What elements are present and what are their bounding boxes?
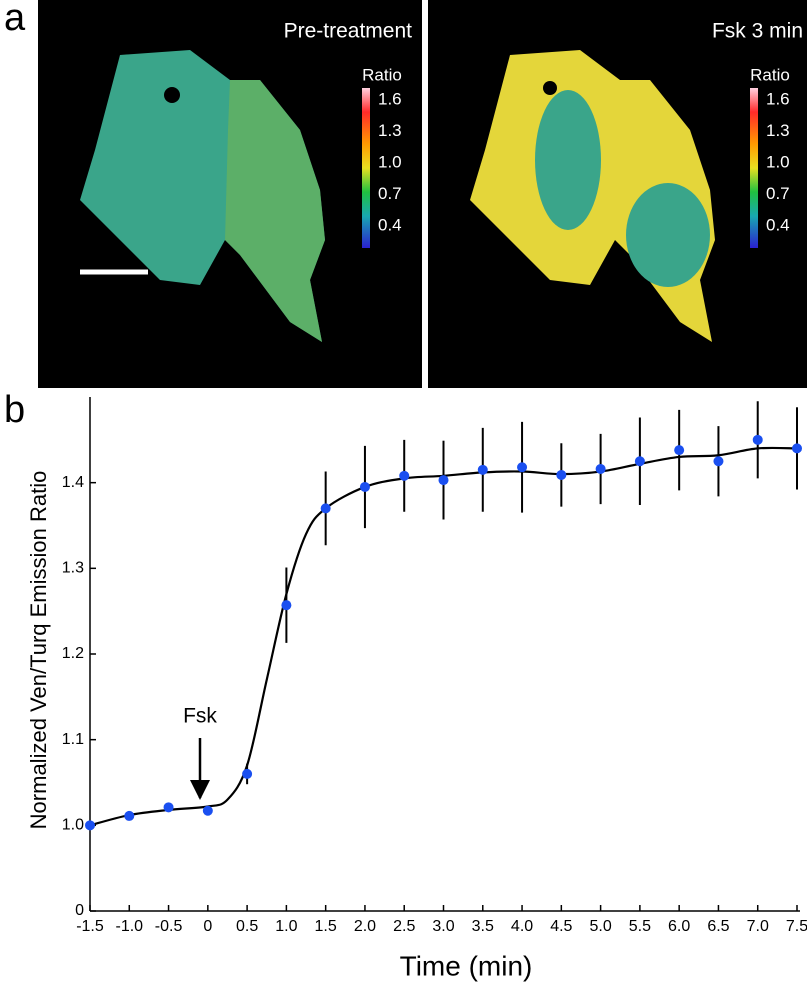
data-point	[163, 802, 174, 813]
data-point	[85, 820, 95, 831]
colorbar-tick-label: 0.4	[766, 215, 790, 234]
cell-hole	[164, 87, 180, 103]
nucleus	[535, 90, 601, 230]
x-tick-label: -1.5	[76, 918, 104, 935]
colorbar	[362, 88, 370, 248]
x-axis-title: Time (min)	[400, 950, 533, 981]
panel-label: b	[4, 389, 25, 431]
colorbar-tick-label: 0.7	[766, 184, 790, 203]
colorbar-title: Ratio	[362, 65, 402, 84]
cell	[225, 80, 325, 342]
data-point	[517, 462, 528, 473]
data-point	[674, 445, 685, 456]
y-tick-label: 1.4	[62, 474, 84, 491]
x-tick-label: 1.0	[275, 918, 297, 935]
data-point	[477, 464, 488, 475]
x-tick-label: 5.5	[629, 918, 651, 935]
data-point	[124, 810, 135, 821]
x-tick-label: 4.0	[511, 918, 533, 935]
x-tick-label: -0.5	[155, 918, 183, 935]
colorbar-title: Ratio	[750, 65, 790, 84]
x-tick-label: 4.5	[550, 918, 572, 935]
y-tick-label: 0	[75, 902, 84, 919]
annotation-arrowhead	[190, 780, 210, 800]
panel-title: Fsk 3 min	[712, 20, 803, 43]
data-point	[556, 469, 567, 480]
x-tick-label: 7.5	[786, 918, 807, 935]
x-tick-label: 2.5	[393, 918, 415, 935]
data-point	[399, 470, 410, 481]
data-point	[634, 456, 645, 467]
x-tick-label: -1.0	[115, 918, 143, 935]
data-point	[320, 503, 331, 514]
y-axis-title: Normalized Ven/Turq Emission Ratio	[26, 471, 51, 830]
data-point	[202, 805, 213, 816]
data-point	[438, 475, 449, 486]
panel-title: Pre-treatment	[284, 20, 413, 43]
x-tick-label: 2.0	[354, 918, 376, 935]
y-tick-label: 1.0	[62, 817, 84, 834]
y-tick-label: 1.1	[62, 731, 84, 748]
cell-hole	[543, 81, 557, 95]
fit-curve	[89, 446, 798, 827]
annotation: Fsk	[183, 705, 217, 728]
data-point	[792, 443, 802, 454]
data-point	[713, 456, 724, 467]
x-tick-label: 7.0	[747, 918, 769, 935]
colorbar-tick-label: 1.6	[766, 89, 790, 108]
x-tick-label: 6.5	[707, 918, 729, 935]
colorbar-tick-label: 1.3	[378, 121, 402, 140]
colorbar-tick-label: 1.0	[766, 152, 790, 171]
colorbar-tick-label: 1.3	[766, 121, 790, 140]
colorbar-tick-label: 1.0	[378, 152, 402, 171]
x-tick-label: 1.5	[315, 918, 337, 935]
data-point	[752, 434, 763, 445]
data-point	[595, 463, 606, 474]
y-tick-label: 1.3	[62, 560, 84, 577]
x-tick-label: 0	[203, 918, 212, 935]
y-tick-label: 1.2	[62, 645, 84, 662]
x-tick-label: 3.5	[472, 918, 494, 935]
data-point	[242, 768, 253, 779]
nucleus	[626, 183, 710, 287]
colorbar-tick-label: 0.7	[378, 184, 402, 203]
x-tick-label: 3.0	[432, 918, 454, 935]
x-tick-label: 6.0	[668, 918, 690, 935]
data-point	[281, 600, 292, 611]
panel-label: a	[4, 0, 26, 39]
data-point	[359, 481, 370, 492]
colorbar	[750, 88, 758, 248]
colorbar-tick-label: 1.6	[378, 89, 402, 108]
x-tick-label: 5.0	[589, 918, 611, 935]
colorbar-tick-label: 0.4	[378, 215, 402, 234]
x-tick-label: 0.5	[236, 918, 258, 935]
